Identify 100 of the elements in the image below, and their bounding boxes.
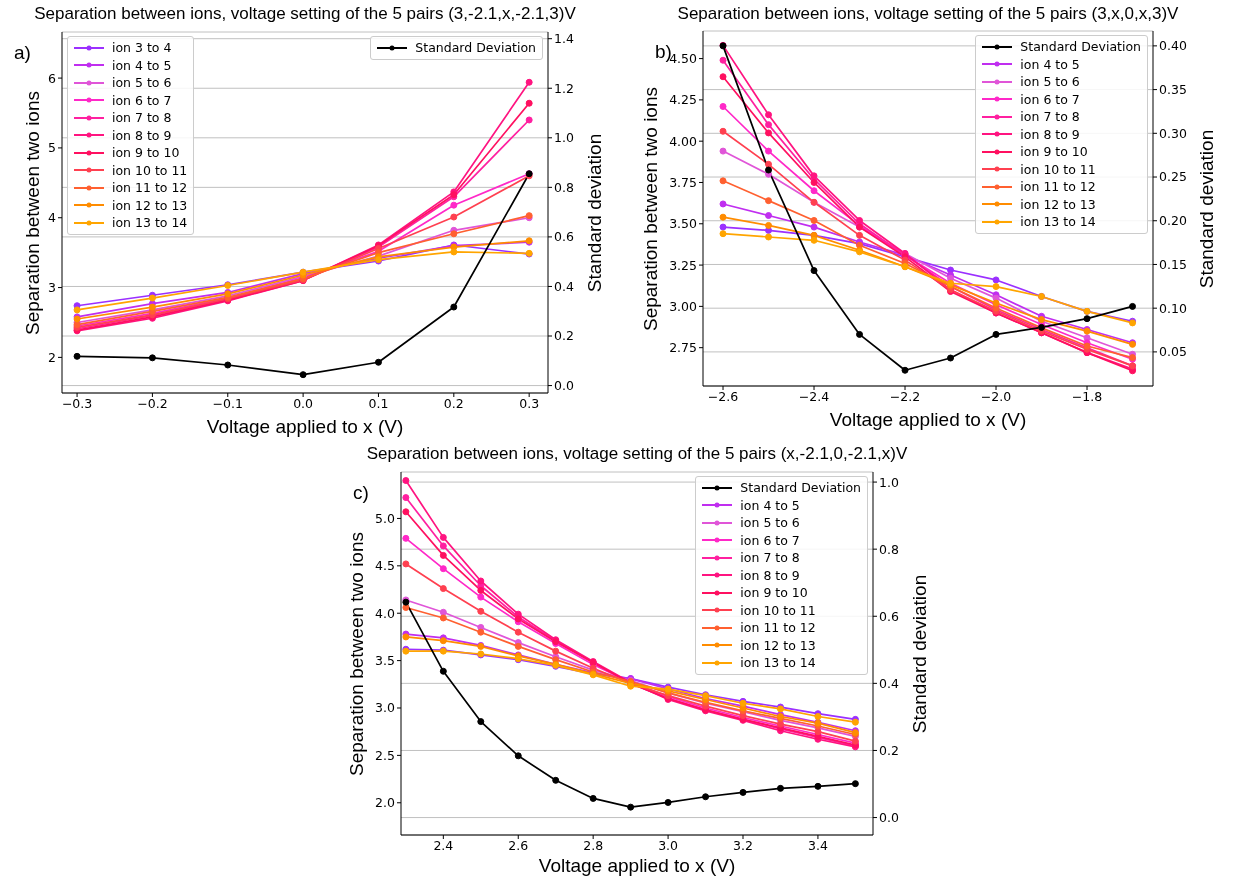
y-tick-label: 3.00 [669, 298, 698, 314]
x-tick-label: 3.0 [658, 837, 679, 853]
legend-label: ion 5 to 6 [740, 515, 800, 531]
legend-label: ion 9 to 10 [740, 585, 808, 601]
x-tick-label: 0.1 [368, 395, 389, 411]
legend-label: ion 11 to 12 [112, 180, 188, 196]
y2-axis-title: Standard deviation [583, 132, 606, 294]
legend-label: ion 5 to 6 [112, 75, 172, 91]
legend-label: ion 7 to 8 [1020, 109, 1080, 125]
legend-label: ion 10 to 11 [1020, 161, 1096, 177]
y-tick-label: 5.0 [375, 510, 396, 526]
legend-label: ion 13 to 14 [740, 655, 816, 671]
y2-axis-title: Standard deviation [908, 573, 931, 735]
x-tick-label: −2.2 [889, 388, 921, 404]
y2-tick-label: 0.35 [1159, 82, 1187, 98]
y2-tick-label: 0.05 [1159, 344, 1187, 360]
y2-tick-label: 0.6 [879, 608, 899, 624]
y-tick-label: 3.75 [669, 174, 697, 190]
y-tick-label: 2.0 [375, 795, 396, 811]
y2-tick-label: 0.6 [554, 229, 574, 245]
text: b) [655, 41, 672, 62]
chart-title: Separation between ions, voltage setting of the 5 pairs (3,x,0,x,3)V [677, 4, 1179, 23]
x-tick-label: −2.0 [980, 388, 1012, 404]
y-tick-label: 3.5 [375, 653, 395, 669]
y-tick-label: 3 [48, 280, 56, 295]
y-tick-label: 5 [48, 140, 56, 156]
x-tick-label: −0.3 [61, 395, 93, 411]
y-tick-label: 4.00 [669, 133, 698, 149]
x-tick-label: 2.8 [583, 837, 604, 853]
x-axis-title: Voltage applied to x (V) [205, 416, 405, 438]
legend-label: ion 6 to 7 [112, 92, 172, 108]
y2-tick-label: 0.8 [554, 179, 574, 195]
x-tick-label: −2.6 [707, 388, 739, 404]
y2-tick-label: 0.20 [1159, 213, 1187, 229]
chart-title: Separation between ions, voltage setting of the 5 pairs (3,-2.1,x,-2.1,3)V [34, 4, 576, 23]
y2-tick-label: 1.0 [879, 474, 899, 490]
x-tick-label: −2.4 [798, 388, 830, 404]
y-axis-title: Separation between two ions [640, 86, 661, 331]
y-tick-label: 3.25 [669, 257, 697, 273]
legend-label: ion 12 to 13 [740, 637, 816, 653]
legend-label: ion 11 to 12 [740, 620, 816, 636]
y2-tick-label: 0.0 [879, 809, 899, 825]
y2-tick-label: 0.2 [879, 742, 899, 758]
y2-tick-label: 0.4 [879, 675, 899, 691]
y-tick-label: 4.25 [669, 92, 697, 108]
legend-label: ion 5 to 6 [1020, 74, 1080, 90]
x-tick-label: 2.6 [508, 837, 529, 853]
legend-label: ion 7 to 8 [112, 110, 172, 126]
y-tick-label: 4 [48, 210, 57, 226]
y-axis-title: Separation between two ions [345, 531, 367, 776]
y2-tick-label: 0.10 [1159, 300, 1187, 316]
x-axis-title: Voltage applied to x (V) [537, 855, 737, 877]
y2-tick-label: 0.25 [1159, 169, 1187, 185]
y2-tick-label: 1.4 [554, 31, 574, 47]
legend-label: ion 8 to 9 [1020, 126, 1080, 142]
legend-label: ion 13 to 14 [112, 215, 188, 231]
text: a) [14, 42, 31, 64]
y-tick-label: 2 [48, 349, 56, 365]
legend-label: Standard Deviation [1020, 39, 1141, 55]
y-axis-title: Separation between two ions [21, 90, 43, 335]
y2-tick-label: 1.0 [554, 130, 574, 146]
y2-tick-label: 0.8 [879, 541, 899, 557]
legend-label: ion 9 to 10 [112, 145, 180, 161]
y-tick-label: 4.0 [375, 605, 396, 621]
text: c) [353, 482, 369, 504]
x-tick-label: 2.4 [433, 837, 454, 853]
y2-tick-label: 0.0 [554, 378, 574, 393]
legend-label: ion 4 to 5 [740, 497, 800, 513]
chart-title: Separation between ions, voltage setting of the 5 pairs (x,-2.1,0,-2.1,x)V [365, 444, 909, 464]
y2-axis-title: Standard deviation [1196, 128, 1218, 290]
y-tick-label: 2.5 [375, 747, 395, 763]
legend-label: Standard Deviation [740, 480, 861, 496]
x-tick-label: −0.1 [212, 395, 243, 411]
y-tick-label: 3.50 [669, 216, 698, 232]
y2-tick-label: 1.2 [554, 80, 574, 96]
x-tick-label: 0.2 [443, 395, 464, 411]
y2-tick-label: 0.4 [554, 278, 574, 294]
legend-label: ion 13 to 14 [1020, 214, 1096, 230]
y2-tick-label: 0.15 [1159, 256, 1187, 272]
y2-tick-label: 0.40 [1159, 38, 1187, 54]
legend-label: ion 6 to 7 [740, 532, 800, 548]
y-tick-label: 6 [48, 70, 57, 86]
legend-label: ion 10 to 11 [112, 162, 188, 178]
legend-label: ion 9 to 10 [1020, 144, 1088, 160]
x-tick-label: 3.4 [807, 837, 828, 853]
x-tick-label: 3.2 [733, 837, 753, 853]
legend-label: ion 11 to 12 [1020, 179, 1096, 195]
x-tick-label: −1.8 [1071, 388, 1103, 404]
x-tick-label: −0.2 [137, 395, 168, 411]
y-tick-label: 2.75 [669, 340, 697, 356]
legend-label: ion 7 to 8 [740, 550, 800, 566]
legend-label: ion 8 to 9 [740, 567, 800, 583]
x-tick-label: 0.0 [293, 395, 314, 411]
y-tick-label: 3.0 [375, 700, 396, 716]
legend-label: ion 6 to 7 [1020, 91, 1080, 107]
legend-label: ion 4 to 5 [1020, 56, 1080, 72]
legend-label: ion 10 to 11 [740, 602, 816, 618]
legend-label: ion 3 to 4 [112, 40, 172, 56]
legend-label: ion 12 to 13 [112, 197, 188, 213]
y2-tick-label: 0.2 [554, 328, 574, 344]
